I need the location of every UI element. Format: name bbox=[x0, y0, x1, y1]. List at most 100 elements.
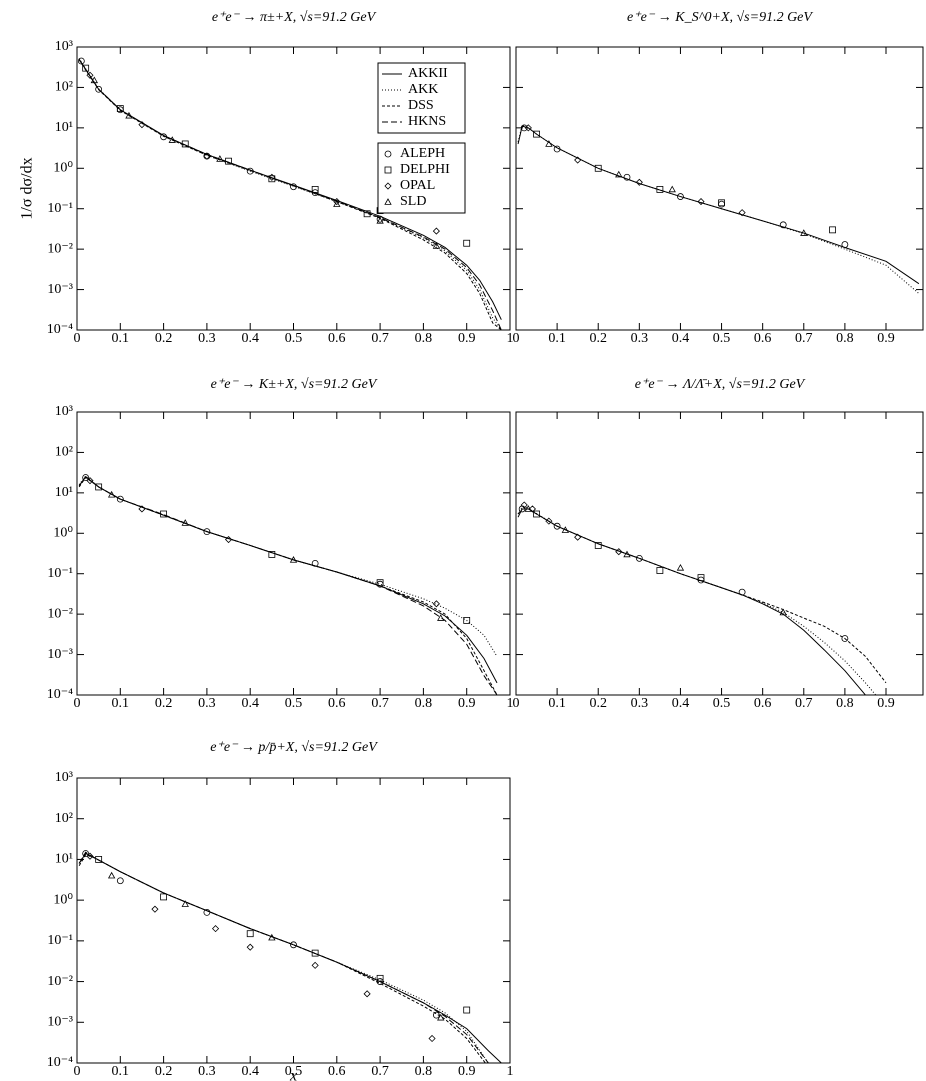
curve bbox=[517, 508, 867, 695]
x-tick-label: 0.1 bbox=[548, 696, 566, 711]
data-point bbox=[363, 990, 371, 998]
curves bbox=[78, 474, 498, 695]
data-point bbox=[246, 943, 254, 951]
data-point bbox=[594, 542, 602, 549]
x-tick-label: 0.8 bbox=[415, 331, 433, 346]
legend-marker bbox=[384, 182, 392, 190]
data-point bbox=[160, 510, 168, 518]
curve bbox=[517, 506, 877, 695]
curve bbox=[78, 59, 502, 330]
y-tick-label: 10⁻³ bbox=[47, 1015, 73, 1030]
curves bbox=[77, 57, 502, 330]
plot-frame bbox=[76, 411, 511, 696]
data-point bbox=[677, 193, 684, 200]
x-tick-label: 0.7 bbox=[371, 1064, 389, 1079]
data-point bbox=[779, 608, 787, 616]
legend-box bbox=[377, 142, 466, 214]
data-point bbox=[533, 510, 540, 518]
y-tick-label: 10⁻⁴ bbox=[47, 1055, 73, 1070]
data-point bbox=[290, 941, 297, 949]
x-tick-label: 0.6 bbox=[328, 1064, 346, 1079]
x-tick-label: 0.3 bbox=[631, 696, 649, 711]
panel: e⁺e⁻ → K±+X, √s=91.2 GeV 10⁻⁴ 10⁻³ 10⁻² 10⁻¹… bbox=[47, 377, 514, 711]
x-tick-label: 0.2 bbox=[155, 696, 173, 711]
data-point bbox=[289, 556, 298, 563]
x-tick-label: 0.2 bbox=[155, 331, 173, 346]
panel: e⁺e⁻ → π±+X, √s=91.2 GeV 10⁻⁴ 10⁻³ 10⁻² 10⁻¹… bbox=[19, 10, 514, 346]
legend-marker bbox=[384, 166, 392, 174]
x-tick-label: 0.4 bbox=[241, 331, 259, 346]
data-point bbox=[268, 551, 276, 558]
x-tick-label: 1 bbox=[507, 1064, 514, 1079]
curve bbox=[78, 476, 498, 695]
legend-label: AKKII bbox=[408, 66, 448, 81]
data-point bbox=[268, 173, 276, 181]
legend-label: DSS bbox=[408, 98, 434, 113]
data-point bbox=[376, 217, 384, 224]
data-point bbox=[311, 559, 319, 567]
y-tick-label: 10³ bbox=[55, 770, 73, 785]
legend-label: OPAL bbox=[400, 178, 435, 193]
x-tick-label: 0.1 bbox=[112, 696, 130, 711]
data-point bbox=[311, 949, 319, 957]
data-point bbox=[224, 535, 233, 544]
x-tick-label: 0.3 bbox=[198, 696, 216, 711]
x-tick-label: 0.5 bbox=[713, 331, 731, 346]
x-tick-label: 0.1 bbox=[548, 331, 566, 346]
x-tick-label: 0.5 bbox=[285, 331, 303, 346]
data-point bbox=[545, 517, 553, 525]
data-point bbox=[95, 483, 103, 491]
x-tick-label: 0.9 bbox=[877, 331, 895, 346]
data-point bbox=[363, 210, 371, 218]
y-tick-label: 10⁻² bbox=[47, 606, 73, 621]
data-point bbox=[333, 200, 341, 207]
data-point bbox=[376, 974, 384, 982]
data-point bbox=[520, 501, 528, 509]
data-point bbox=[181, 900, 189, 907]
data-point bbox=[463, 617, 471, 624]
x-tick-label: 0.2 bbox=[155, 1064, 173, 1079]
data-point bbox=[524, 505, 533, 512]
data-point bbox=[160, 133, 168, 141]
legend-label: AKK bbox=[408, 82, 438, 97]
y-tick-label: 10¹ bbox=[55, 852, 73, 867]
x-tick-label: 0.5 bbox=[285, 696, 303, 711]
data-point bbox=[151, 905, 159, 913]
data-point bbox=[138, 121, 146, 129]
panel-title: e⁺e⁻ → K±+X, √s=91.2 GeV bbox=[211, 377, 378, 392]
data-point bbox=[95, 85, 103, 93]
data-point bbox=[718, 199, 725, 207]
curve bbox=[78, 854, 486, 1063]
x-tick-label: 0.2 bbox=[589, 331, 607, 346]
data-point bbox=[160, 893, 168, 901]
y-tick-label: 10⁰ bbox=[53, 161, 73, 176]
legend-label: SLD bbox=[400, 194, 426, 209]
x-tick-label: 0.6 bbox=[754, 696, 772, 711]
data-point bbox=[82, 474, 90, 481]
y-tick-label: 10³ bbox=[55, 404, 73, 419]
x-tick-label: 0.5 bbox=[713, 696, 731, 711]
x-tick-label: 0.6 bbox=[328, 331, 346, 346]
x-tick-label: 0.9 bbox=[458, 696, 476, 711]
data-point bbox=[574, 156, 582, 164]
curves bbox=[78, 850, 502, 1063]
data-point bbox=[553, 145, 561, 153]
data-point bbox=[203, 908, 211, 916]
data-point bbox=[311, 961, 319, 969]
data-point bbox=[545, 140, 553, 147]
curve bbox=[78, 851, 489, 1063]
data-point bbox=[268, 933, 276, 941]
data-point bbox=[574, 533, 582, 541]
y-tick-label: 10⁻² bbox=[47, 974, 73, 989]
y-tick-label: 10⁰ bbox=[53, 892, 73, 907]
panel: e⁺e⁻ → p/p̄+X, √s=91.2 GeV10⁻⁴10⁻³10⁻²10… bbox=[47, 740, 514, 1081]
data-point bbox=[623, 173, 631, 181]
data-point bbox=[168, 136, 176, 143]
x-tick-label: 0 bbox=[74, 331, 81, 346]
y-axis-label: 1/σ dσ/dx bbox=[19, 157, 36, 219]
data-point bbox=[432, 600, 440, 608]
curve bbox=[517, 508, 887, 684]
data-point bbox=[203, 152, 211, 160]
x-tick-label: 0.8 bbox=[836, 331, 854, 346]
x-tick-label: 0.4 bbox=[241, 696, 259, 711]
